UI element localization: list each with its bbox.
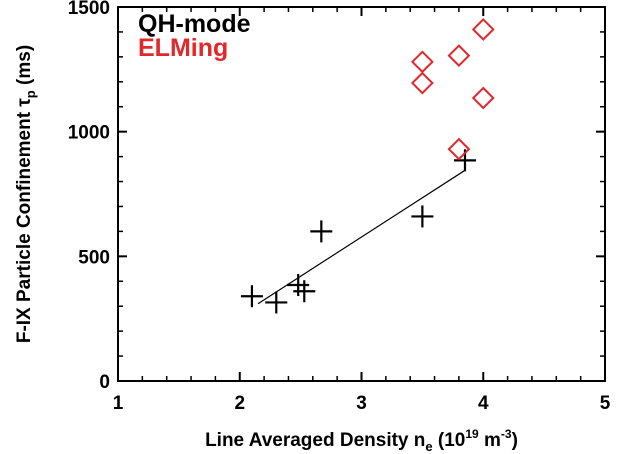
elming-point — [410, 50, 434, 74]
y-tick-label: 0 — [99, 372, 110, 393]
qh-mode-point — [411, 205, 434, 228]
x-tick-label: 1 — [113, 393, 124, 414]
fit-line — [257, 169, 466, 305]
x-tick-label: 5 — [600, 393, 611, 414]
data-points — [240, 18, 495, 314]
y-tick-label: 1500 — [68, 0, 110, 19]
fit-line-group — [257, 169, 466, 305]
y-tick-label: 500 — [78, 247, 110, 268]
qh-mode-point — [293, 280, 316, 303]
axis-tick-labels: 1 2 3 4 5 0 500 1000 1500 — [68, 0, 611, 414]
y-axis-label: F-IX Particle Confinement τp (ms) — [14, 45, 38, 343]
x-axis-label: Line Averaged Density ne (1019 m-3) — [205, 427, 518, 454]
elming-point — [471, 18, 495, 41]
x-tick-label: 2 — [234, 393, 245, 414]
elming-point — [410, 71, 434, 95]
qh-mode-point — [240, 285, 263, 308]
legend-entry: QH-mode — [138, 10, 251, 38]
x-tick-label: 4 — [478, 393, 489, 414]
elming-point — [471, 86, 495, 110]
axis-ticks — [117, 6, 606, 382]
elming-point — [447, 44, 471, 68]
y-tick-label: 1000 — [68, 123, 110, 144]
elming-point — [447, 137, 471, 161]
qh-mode-point — [310, 220, 333, 243]
x-tick-label: 3 — [356, 393, 367, 414]
legend-entry: ELMing — [138, 34, 228, 62]
qh-mode-point — [287, 274, 310, 297]
qh-mode-point — [265, 291, 288, 314]
axes-frame — [117, 6, 606, 382]
